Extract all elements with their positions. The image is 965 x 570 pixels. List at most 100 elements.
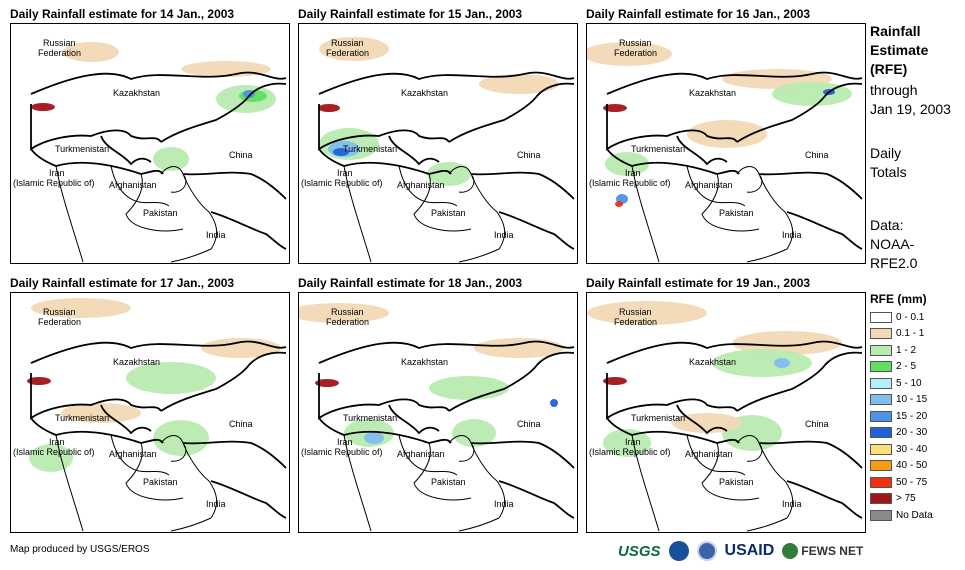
country-border: [606, 71, 863, 95]
country-label: Kazakhstan: [689, 88, 736, 98]
rainfall-patch: [603, 429, 651, 457]
legend-label: No Data: [896, 509, 933, 521]
country-border: [736, 166, 763, 193]
legend-item: 0.1 - 1: [870, 326, 933, 343]
country-border: [318, 417, 452, 444]
rainfall-map-panel: Russian Federation Kazakhstan Turkmenistan I…: [298, 23, 578, 264]
country-border: [318, 104, 450, 151]
country-border: [388, 135, 440, 166]
country-label: Afghanistan: [109, 180, 157, 190]
country-label: Russian: [331, 307, 364, 317]
fews-net-logo: FEWS NET: [782, 543, 863, 559]
country-border: [30, 71, 287, 95]
rainfall-patch: [587, 42, 672, 66]
legend-item: 10 - 15: [870, 392, 933, 409]
country-border: [686, 165, 746, 207]
country-label: China: [229, 150, 253, 160]
legend-label: 0.1 - 1: [896, 328, 925, 340]
rainfall-patch: [772, 82, 852, 106]
country-label: (Islamic Republic of): [13, 447, 95, 457]
country-border: [631, 165, 660, 263]
country-border: [758, 440, 863, 469]
dos-seal-icon: [696, 541, 717, 561]
legend-label: 2 - 5: [896, 361, 917, 373]
panel-title: Daily Rainfall estimate for 17 Jan., 200…: [10, 276, 235, 290]
rainfall-patch: [615, 201, 623, 207]
through-line: Jan 19, 2003: [870, 101, 951, 117]
country-label: (Islamic Republic of): [301, 447, 383, 457]
country-label: China: [517, 419, 541, 429]
country-label: Russian: [43, 307, 76, 317]
country-label: China: [805, 150, 829, 160]
country-label: Iran: [49, 437, 65, 447]
rainfall-patch: [201, 338, 281, 358]
legend-swatch: [870, 311, 892, 323]
country-border: [758, 171, 863, 200]
rainfall-map-panel: Russian Federation Kazakhstan Turkmenistan I…: [586, 23, 866, 264]
country-border: [398, 165, 458, 207]
legend-label: 40 - 50: [896, 460, 928, 472]
country-border: [631, 434, 660, 532]
panel-title: Daily Rainfall estimate for 15 Jan., 200…: [298, 7, 523, 21]
country-border: [746, 248, 788, 263]
country-label: Federation: [326, 317, 369, 327]
country-border: [413, 173, 472, 232]
legend-swatch: [870, 460, 892, 472]
rainfall-patch: [474, 338, 564, 358]
rfe-title-line: Rainfall: [870, 23, 921, 39]
map-credit: Map produced by USGS/EROS: [10, 544, 150, 555]
legend-swatch: [870, 410, 892, 422]
rainfall-patch: [364, 432, 384, 444]
country-label: Kazakhstan: [113, 357, 160, 367]
country-label: India: [206, 499, 226, 509]
noaa-logo-icon: [668, 541, 689, 561]
country-border: [758, 442, 794, 519]
rainfall-patch: [31, 103, 55, 111]
logo-strip: USGS USAID FEWS NET: [618, 538, 863, 564]
country-label: Kazakhstan: [401, 88, 448, 98]
legend-item: 1 - 2: [870, 342, 933, 359]
country-label: Iran: [625, 168, 641, 178]
country-label: Afghanistan: [397, 180, 445, 190]
rfe-title-line: (RFE): [870, 61, 908, 77]
rainfall-patch: [687, 120, 767, 148]
country-label: Russian: [619, 38, 652, 48]
country-border: [676, 404, 728, 435]
country-border: [470, 440, 575, 469]
country-border: [398, 434, 458, 476]
legend-swatch: [870, 344, 892, 356]
country-border: [100, 135, 152, 166]
globe-icon: [782, 543, 799, 559]
country-label: (Islamic Republic of): [13, 178, 95, 188]
country-label: Pakistan: [431, 208, 466, 218]
country-border: [458, 517, 500, 532]
totals-line: Daily: [870, 145, 902, 161]
country-border: [100, 404, 152, 435]
country-label: (Islamic Republic of): [589, 447, 671, 457]
legend-item: 15 - 20: [870, 408, 933, 425]
fews-net-label: FEWS NET: [801, 544, 864, 558]
legend-item: 50 - 75: [870, 474, 933, 491]
legend-item: 30 - 40: [870, 441, 933, 458]
country-border: [170, 248, 212, 263]
usaid-logo: USAID: [724, 542, 775, 559]
country-border: [388, 404, 440, 435]
country-label: Turkmenistan: [55, 144, 109, 154]
usgs-logo: USGS: [618, 542, 661, 560]
legend-swatch: [870, 427, 892, 439]
country-label: Pakistan: [719, 208, 754, 218]
country-border: [606, 340, 863, 364]
country-border: [498, 480, 575, 519]
rainfall-patch: [299, 303, 389, 323]
country-border: [210, 480, 287, 519]
rainfall-patch: [452, 419, 496, 447]
country-border: [110, 165, 170, 207]
panel-title: Daily Rainfall estimate for 19 Jan., 200…: [586, 276, 811, 290]
country-label: Kazakhstan: [689, 357, 736, 367]
country-border: [458, 248, 500, 263]
rainfall-patch: [126, 362, 216, 394]
through-line: through: [870, 82, 918, 98]
